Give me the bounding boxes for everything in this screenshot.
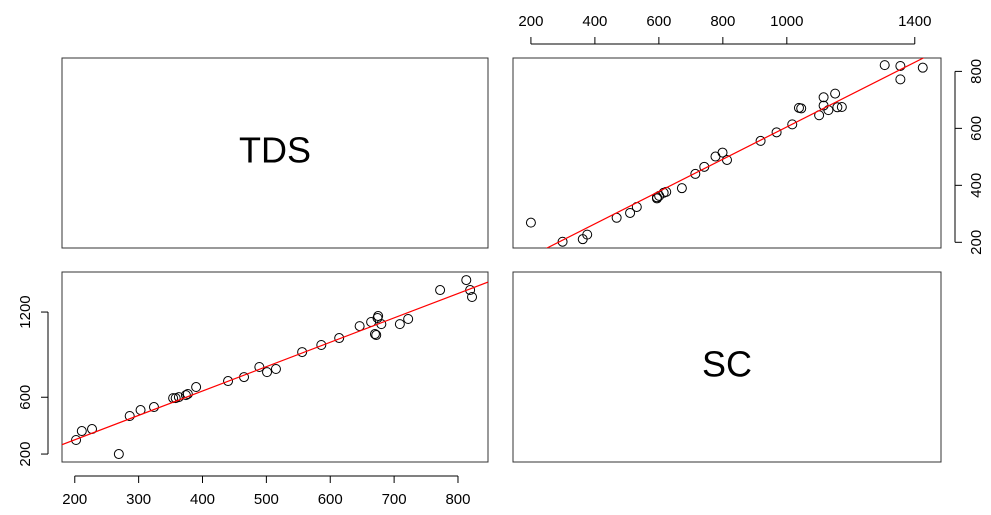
- point: [173, 392, 184, 403]
- point: [625, 207, 636, 218]
- point: [71, 434, 82, 445]
- x-tick-label: 600: [646, 13, 671, 30]
- x-tick-label: 200: [62, 491, 87, 508]
- point: [435, 285, 446, 296]
- point: [191, 382, 202, 393]
- point: [182, 388, 193, 399]
- x-tick-label: 800: [710, 13, 735, 30]
- x-tick-label: 600: [318, 491, 343, 508]
- point: [467, 291, 478, 302]
- x-tick-label: 400: [190, 491, 215, 508]
- point: [334, 333, 345, 344]
- point: [76, 426, 87, 437]
- point: [676, 183, 687, 194]
- point: [771, 127, 782, 138]
- panel-frame: [512, 57, 942, 249]
- point: [557, 236, 568, 247]
- point: [262, 367, 273, 378]
- fit-line: [62, 281, 488, 446]
- x-tick-label: 300: [126, 491, 151, 508]
- point: [113, 449, 124, 460]
- point: [879, 60, 890, 71]
- point: [270, 363, 281, 374]
- point: [316, 339, 327, 350]
- variable-label: TDS: [239, 130, 311, 171]
- x-tick-label: 800: [445, 491, 470, 508]
- x-tick-label: 400: [582, 13, 607, 30]
- y-tick-label: 800: [968, 59, 985, 84]
- point: [223, 376, 234, 387]
- fit-line: [545, 58, 925, 248]
- point: [582, 229, 593, 240]
- point: [895, 74, 906, 85]
- point: [917, 62, 928, 73]
- point: [403, 314, 414, 325]
- panel-frame: [61, 57, 489, 249]
- x-tick-label: 1400: [898, 13, 931, 30]
- point: [148, 402, 159, 413]
- point: [836, 101, 847, 112]
- point: [297, 347, 308, 358]
- point: [818, 92, 829, 103]
- point: [371, 330, 382, 341]
- point: [755, 135, 766, 146]
- point: [717, 147, 728, 158]
- point: [710, 151, 721, 162]
- point: [461, 275, 472, 286]
- point: [525, 217, 536, 228]
- point: [124, 410, 135, 421]
- panel-frame: [512, 271, 942, 463]
- point: [394, 319, 405, 330]
- point: [832, 102, 843, 113]
- x-tick-label: 700: [382, 491, 407, 508]
- y-tick-label: 200: [968, 230, 985, 255]
- point: [690, 168, 701, 179]
- x-tick-label: 200: [518, 13, 543, 30]
- variable-label: SC: [702, 344, 752, 385]
- point: [895, 60, 906, 71]
- x-tick-label: 500: [254, 491, 279, 508]
- point: [793, 102, 804, 113]
- y-tick-label: 400: [968, 173, 985, 198]
- y-tick-label: 1200: [17, 295, 34, 328]
- y-tick-label: 600: [968, 116, 985, 141]
- point: [830, 88, 841, 99]
- x-tick-label: 1000: [770, 13, 803, 30]
- y-tick-label: 600: [17, 385, 34, 410]
- panel-frame: [61, 271, 489, 463]
- y-tick-label: 200: [17, 442, 34, 467]
- point: [787, 119, 798, 130]
- point: [369, 329, 380, 340]
